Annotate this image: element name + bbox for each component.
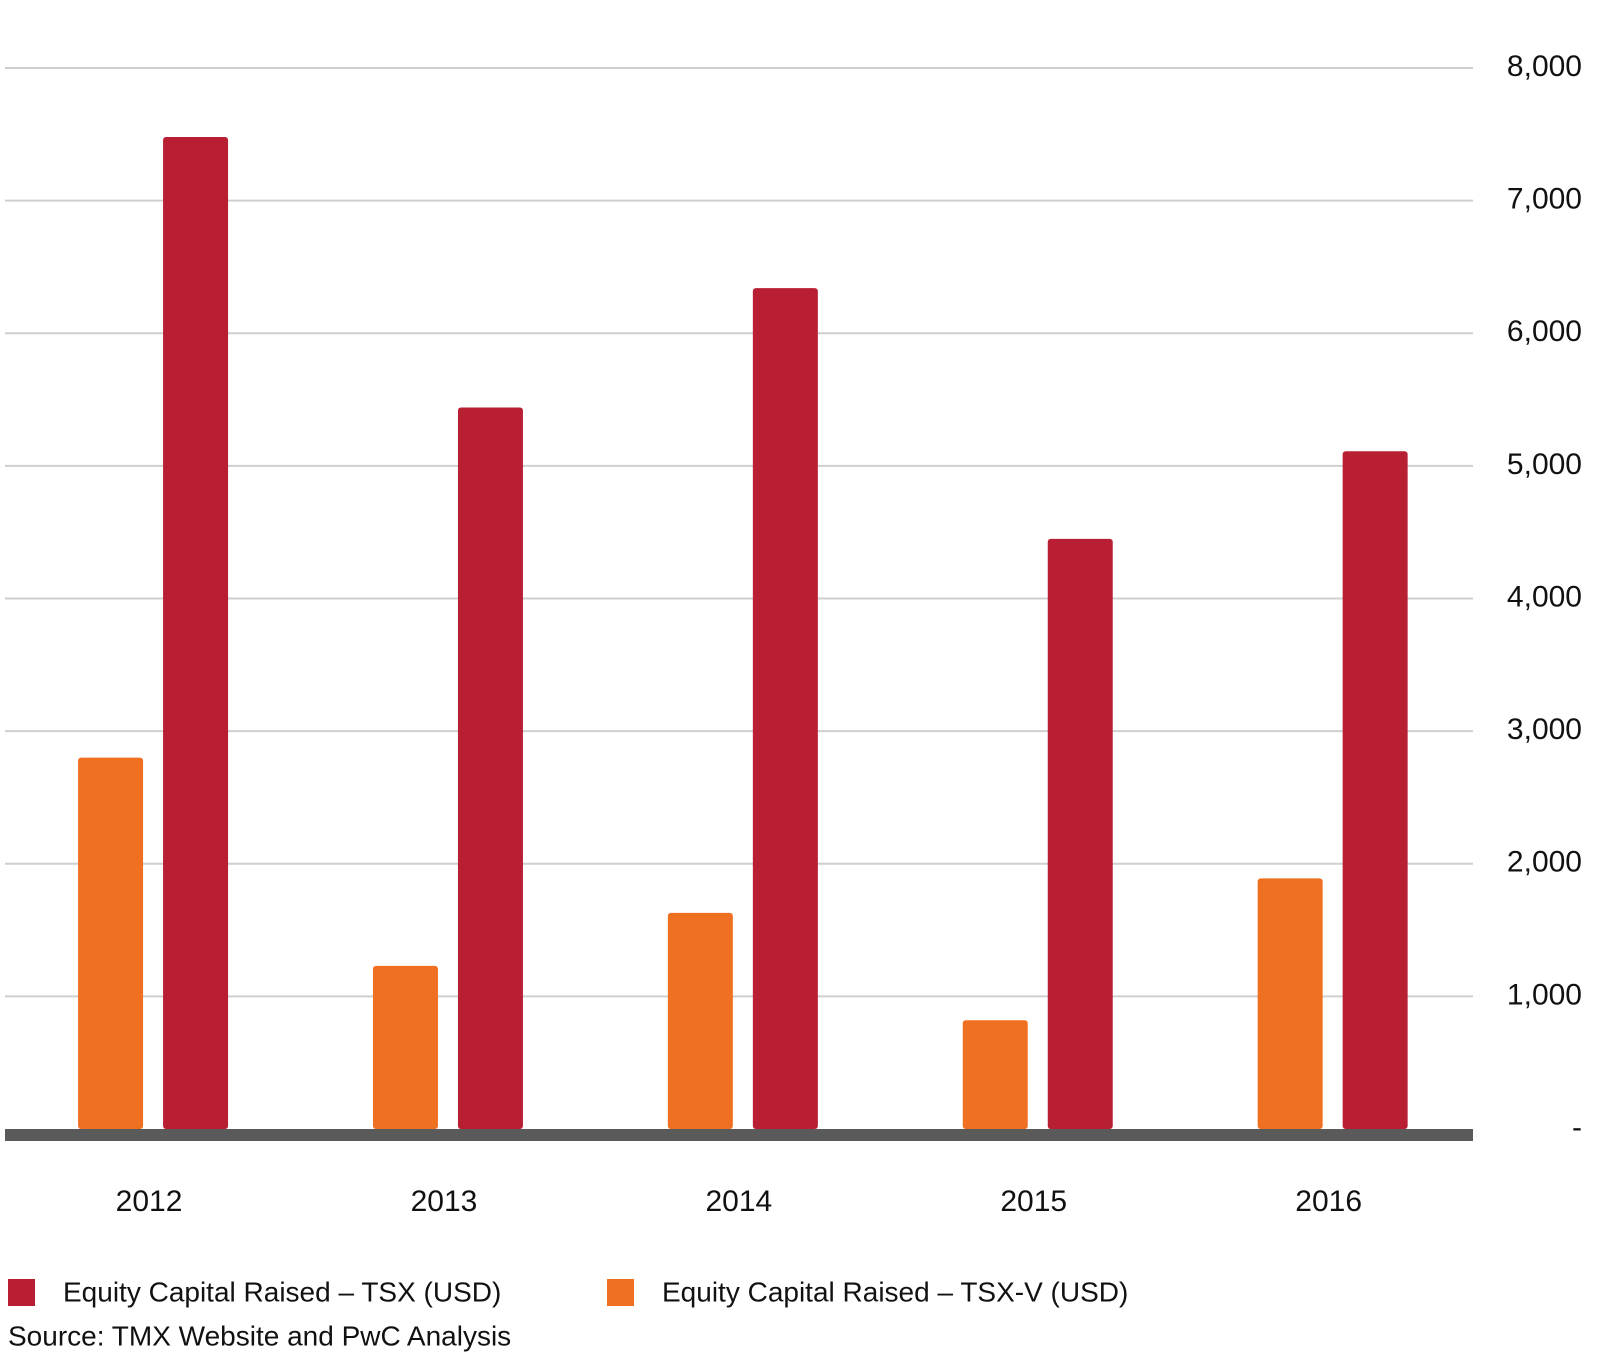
legend-label: Equity Capital Raised – TSX-V (USD) xyxy=(662,1276,1128,1307)
y-tick-label: 7,000 xyxy=(1507,183,1582,216)
y-tick-label: 2,000 xyxy=(1507,846,1582,879)
legend-swatch xyxy=(607,1279,634,1306)
bar xyxy=(372,965,438,1129)
x-tick-label: 2013 xyxy=(411,1185,478,1218)
legend-swatch xyxy=(8,1279,35,1306)
bar xyxy=(962,1020,1028,1129)
bar xyxy=(163,136,229,1130)
x-tick-label: 2016 xyxy=(1295,1185,1362,1218)
bar xyxy=(1047,538,1113,1129)
y-tick-label: - xyxy=(1572,1111,1582,1144)
bar xyxy=(78,757,144,1129)
x-tick-label: 2015 xyxy=(1000,1185,1067,1218)
legend-label: Equity Capital Raised – TSX (USD) xyxy=(63,1276,501,1307)
y-tick-label: 3,000 xyxy=(1507,713,1582,746)
y-tick-label: 4,000 xyxy=(1507,580,1582,613)
bar xyxy=(752,288,818,1130)
y-tick-label: 8,000 xyxy=(1507,50,1582,83)
bar xyxy=(457,407,523,1129)
y-tick-label: 6,000 xyxy=(1507,315,1582,348)
bar xyxy=(1342,451,1408,1129)
bar xyxy=(667,912,733,1129)
y-tick-label: 1,000 xyxy=(1507,978,1582,1011)
y-tick-label: 5,000 xyxy=(1507,448,1582,481)
x-tick-label: 2014 xyxy=(705,1185,772,1218)
x-tick-label: 2012 xyxy=(116,1185,183,1218)
source-note: Source: TMX Website and PwC Analysis xyxy=(8,1320,511,1351)
bar xyxy=(1257,878,1323,1129)
